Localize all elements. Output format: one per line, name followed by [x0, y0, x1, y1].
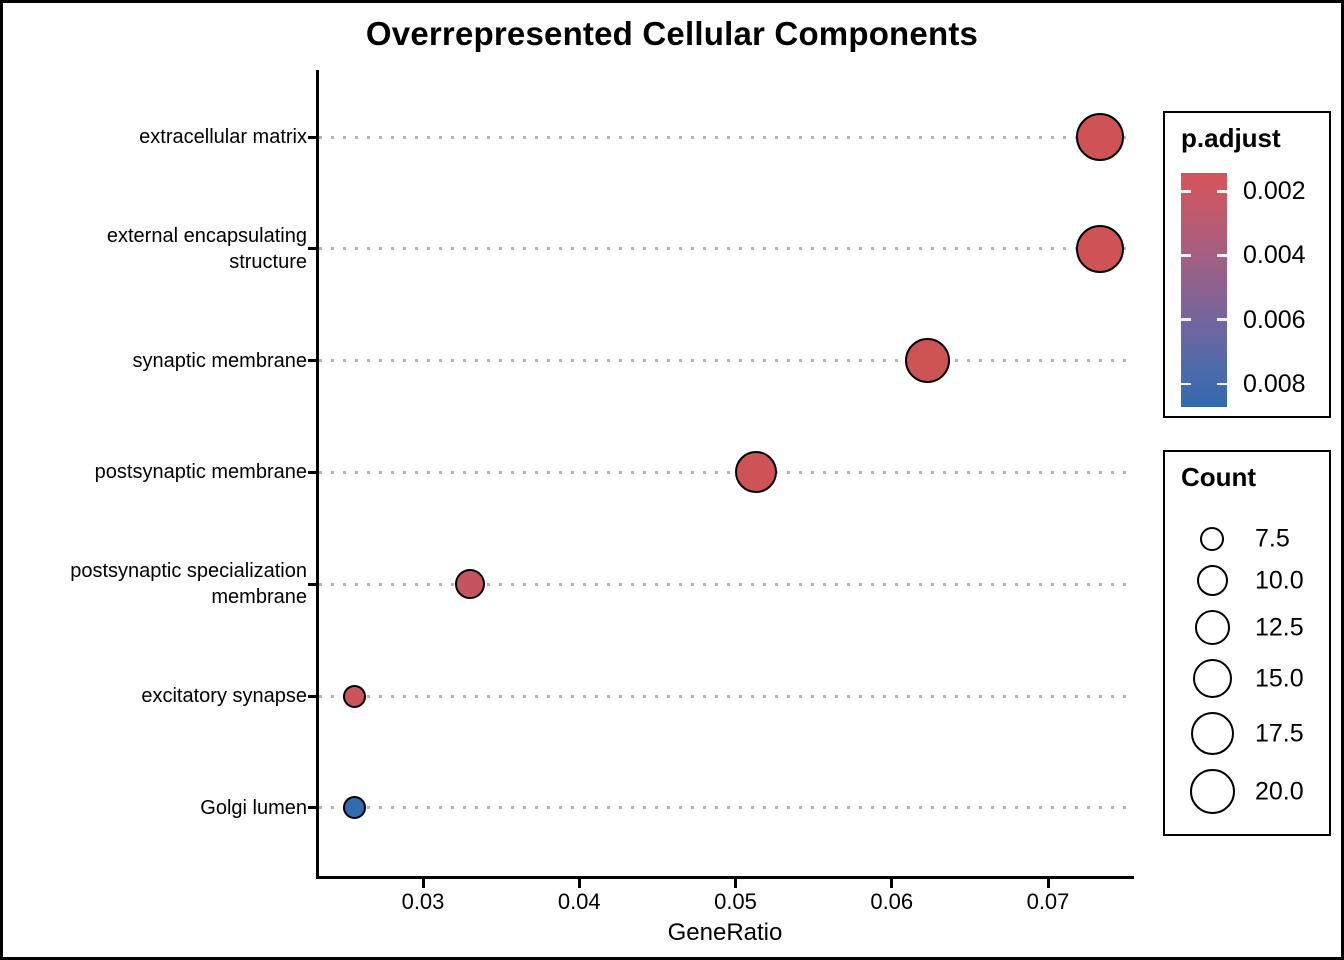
colorbar-tick — [1217, 190, 1227, 193]
legend-p-adjust: p.adjust 0.002 0.004 0.006 0.008 — [1163, 111, 1331, 418]
count-legend-label: 15.0 — [1255, 664, 1304, 692]
count-legend-circle — [1200, 527, 1224, 551]
x-axis-tick-label: 0.05 — [714, 889, 757, 914]
count-legend-label: 20.0 — [1255, 777, 1304, 805]
colorbar-tick — [1181, 382, 1191, 386]
x-axis-line — [316, 876, 1134, 879]
count-legend-circle — [1196, 565, 1228, 596]
x-axis-title: GeneRatio — [667, 919, 783, 946]
x-axis-tick — [734, 879, 737, 888]
y-axis-tick — [308, 247, 317, 251]
grid-line — [319, 470, 1131, 474]
colorbar-tick — [1181, 190, 1191, 193]
colorbar — [1181, 173, 1227, 407]
colorbar-tick — [1181, 318, 1191, 321]
count-legend-label: 7.5 — [1255, 524, 1290, 553]
x-axis-tick — [890, 879, 894, 888]
grid-line — [319, 135, 1131, 139]
bubble — [1075, 224, 1124, 273]
x-axis-tick-label: 0.06 — [870, 889, 914, 914]
grid-line — [319, 694, 1131, 698]
grid-line — [319, 806, 1131, 810]
y-axis-label: postsynaptic membrane — [94, 461, 307, 484]
legend-count-title: Count — [1181, 462, 1257, 492]
x-axis-tick-label: 0.04 — [557, 889, 601, 914]
x-axis-tick — [577, 879, 581, 888]
chart-title: Overrepresented Cellular Components — [365, 15, 979, 52]
colorbar-tick-label: 0.006 — [1243, 305, 1306, 334]
bubble — [905, 338, 951, 384]
plot-panel: extracellular matrix external encapsulati… — [3, 3, 1341, 957]
y-axis-label: external encapsulating structure — [106, 224, 307, 273]
grid-line — [319, 247, 1131, 251]
x-axis-tick-label: 0.03 — [401, 889, 445, 914]
bubble — [342, 796, 366, 820]
count-legend-label: 10.0 — [1255, 566, 1304, 594]
bubble — [734, 451, 777, 494]
y-axis-label: excitatory synapse — [141, 685, 307, 708]
count-legend-label: 12.5 — [1255, 613, 1304, 641]
count-legend-circle — [1190, 712, 1234, 755]
colorbar-tick — [1217, 382, 1227, 386]
y-axis-label: Golgi lumen — [200, 796, 307, 819]
y-axis-tick — [308, 694, 317, 698]
colorbar-tick — [1217, 318, 1227, 321]
y-axis-tick — [308, 806, 317, 810]
colorbar-tick — [1181, 254, 1191, 257]
x-axis-tick-label: 0.07 — [1026, 889, 1070, 914]
colorbar-tick — [1217, 254, 1227, 257]
count-legend-label: 17.5 — [1255, 719, 1304, 747]
y-axis-label: postsynaptic specialization membrane — [70, 560, 307, 609]
bubble — [1075, 113, 1124, 161]
colorbar-tick-label: 0.004 — [1243, 241, 1306, 270]
legend-p-adjust-title: p.adjust — [1181, 123, 1281, 153]
grid-line — [319, 359, 1131, 363]
bubble — [454, 569, 485, 600]
y-axis-label: synaptic membrane — [132, 349, 307, 372]
x-axis-tick — [421, 879, 425, 888]
grid-line — [319, 582, 1131, 586]
y-axis-line — [316, 70, 319, 879]
y-axis-tick — [308, 135, 317, 139]
y-axis-tick — [308, 470, 317, 474]
count-legend-circle — [1192, 659, 1232, 698]
y-axis-label: extracellular matrix — [139, 126, 307, 148]
y-axis-tick — [308, 582, 317, 586]
colorbar-tick-label: 0.008 — [1243, 369, 1306, 398]
count-legend-circle — [1189, 769, 1235, 814]
count-legend-circle — [1194, 610, 1230, 645]
y-axis-tick — [308, 359, 317, 363]
x-axis-tick — [1046, 879, 1050, 888]
colorbar-tick-label: 0.002 — [1243, 177, 1306, 206]
legend-count: Count 7.5 10.0 12.5 15.0 17.5 20.0 — [1163, 450, 1331, 836]
bubble — [342, 684, 366, 708]
